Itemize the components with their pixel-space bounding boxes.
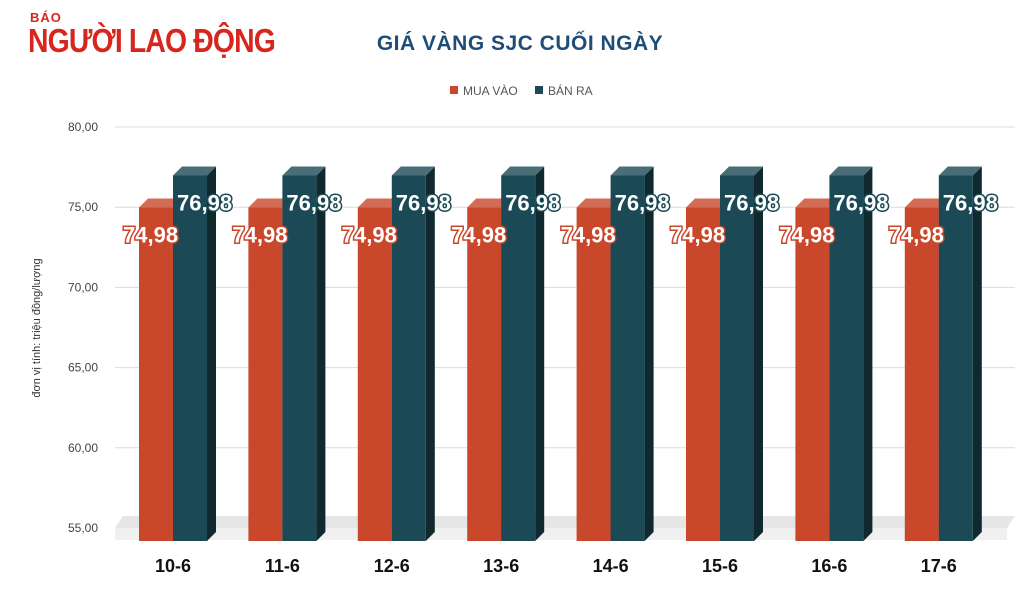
x-category-label: 16-6 [811,556,847,576]
x-category-label: 11-6 [265,556,300,576]
bar-sell [938,175,973,541]
bar-buy [467,207,502,541]
bar-sell [720,175,754,541]
legend-swatch [535,86,543,94]
bar-sell [610,175,645,541]
bar-side [207,166,216,541]
legend-swatch [450,86,458,94]
legend-label: BÁN RA [548,83,593,98]
bar-buy [248,207,283,541]
chart-floor-top [115,516,1015,528]
bar-side [425,166,435,541]
bar-buy [357,207,392,541]
bar-top [938,166,982,176]
y-tick-label: 75,00 [68,200,98,214]
bar-side [972,166,982,541]
y-axis-ticks: 55,00 60,00 65,00 70,00 75,00 80,00 [68,120,98,535]
bar-side [754,166,763,541]
data-label-sell: 76,98 [724,190,779,215]
bar-top [357,198,401,208]
bar-top [391,166,435,176]
bar-side [535,166,545,541]
x-category-label: 17-6 [921,556,957,576]
y-tick-label: 60,00 [68,441,98,455]
data-label-buy: 74,98 [232,223,287,248]
data-label-buy: 74,98 [123,223,178,248]
bar-side [644,166,654,541]
bars-layer [139,166,982,541]
y-tick-label: 80,00 [68,120,98,134]
bar-side [316,166,326,541]
legend: MUA VÀO BÁN RA [450,83,593,98]
data-label-sell: 76,98 [615,190,670,215]
bar-buy [139,207,173,541]
x-category-label: 15-6 [702,556,738,576]
logo-small-text: BÁO [30,10,62,25]
bar-sell [391,175,426,541]
bar-top [904,198,948,208]
x-category-label: 14-6 [593,556,629,576]
bar-top [686,198,729,208]
data-label-sell: 76,98 [505,190,560,215]
data-label-sell: 76,98 [833,190,888,215]
bar-sell [282,175,317,541]
data-label-buy: 74,98 [561,223,616,248]
bar-top [282,166,326,176]
bar-sell [829,175,864,541]
legend-label: MUA VÀO [463,83,518,98]
data-label-buy: 74,98 [451,223,506,248]
y-tick-label: 55,00 [68,521,98,535]
bar-sell [501,175,536,541]
data-label-sell: 76,98 [396,190,451,215]
data-label-buy: 74,98 [779,223,834,248]
bar-top [501,166,545,176]
chart-floor-front [115,528,1007,540]
bar-buy [576,207,611,541]
data-label-buy: 74,98 [670,223,725,248]
y-axis-label: đơn vị tính: triệu đồng/lượng [31,258,43,397]
bar-side [863,166,873,541]
x-category-label: 13-6 [483,556,519,576]
data-labels-layer: 74,9876,9874,9876,9874,9876,9874,9876,98… [122,189,1000,249]
bar-sell [173,175,207,541]
newspaper-logo: BÁO NGƯỜI LAO ĐỘNG [28,10,276,62]
bar-buy [795,207,830,541]
bar-buy [686,207,720,541]
bar-top [248,198,292,208]
bar-top [173,166,216,176]
y-tick-label: 70,00 [68,280,98,294]
x-category-label: 10-6 [155,556,191,576]
data-label-sell: 76,98 [943,190,998,215]
bar-buy [904,207,939,541]
bar-top [610,166,654,176]
bar-top [720,166,763,176]
bar-top [467,198,511,208]
bar-top [139,198,182,208]
data-label-sell: 76,98 [177,190,232,215]
bar-top [576,198,620,208]
chart-title: GIÁ VÀNG SJC CUỐI NGÀY [376,32,664,55]
floor-layer [115,516,1015,540]
bar-top [795,198,839,208]
data-label-buy: 74,98 [342,223,397,248]
logo-big-text: NGƯỜI LAO ĐỘNG [28,22,276,59]
bar-top [829,166,873,176]
y-tick-label: 65,00 [68,361,98,375]
data-label-buy: 74,98 [889,223,944,248]
x-category-label: 12-6 [374,556,410,576]
data-label-sell: 76,98 [286,190,341,215]
x-axis-categories: 10-6 11-6 12-6 13-6 14-6 15-6 16-6 17-6 [155,556,957,576]
